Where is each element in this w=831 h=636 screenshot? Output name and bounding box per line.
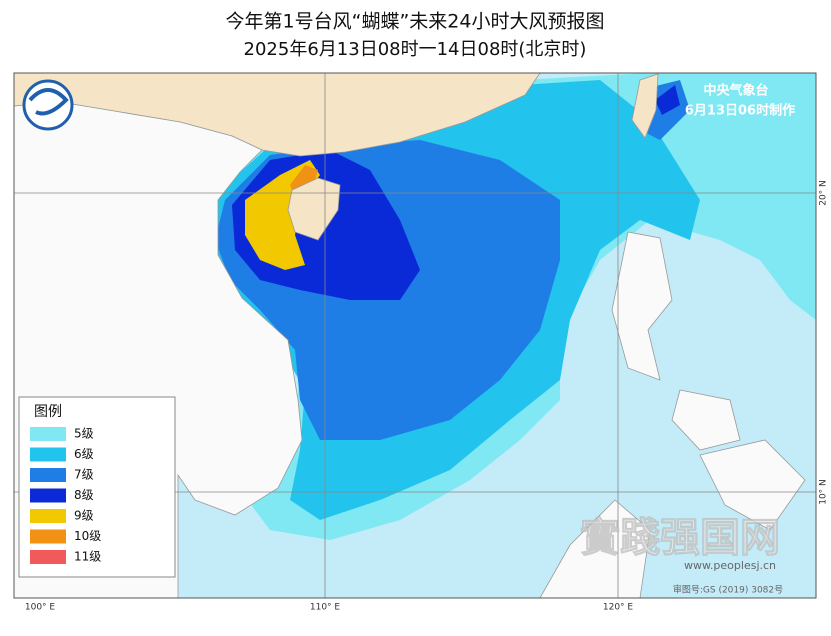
- legend-label: 9级: [74, 509, 94, 523]
- legend-label: 11级: [74, 550, 101, 564]
- legend-title: 图例: [34, 404, 62, 420]
- subtitle: 2025年6月13日08时一14日08时(北京时): [244, 39, 587, 60]
- land-mindanao: [699, 439, 806, 531]
- agency-name: 中央气象台: [703, 83, 768, 99]
- issue-time: 6月13日06时制作: [685, 103, 795, 119]
- map-credit: 审图号:GS (2019) 3082号: [673, 584, 783, 596]
- legend-label: 8级: [74, 488, 94, 502]
- wind-zone: [655, 85, 680, 115]
- land-hainan: [287, 177, 341, 241]
- legend-label: 6级: [74, 447, 94, 461]
- land-taiwan: [631, 73, 659, 139]
- lat-label: 20° N: [819, 180, 829, 206]
- logo-swirl: [28, 88, 69, 116]
- land-visayas: [671, 389, 741, 451]
- lon-label: 120° E: [603, 603, 634, 613]
- legend-swatch: [30, 447, 66, 462]
- legend-label: 5级: [74, 427, 94, 441]
- lat-label: 10° N: [819, 479, 829, 505]
- watermark-url: www.peoplesj.cn: [684, 559, 776, 572]
- lon-label: 110° E: [310, 603, 341, 613]
- watermark: 實踐强国网: [580, 515, 780, 561]
- legend-swatch: [30, 509, 66, 523]
- title: 今年第1号台风“蝴蝶”未来24小时大风预报图: [226, 11, 605, 33]
- legend-swatch: [30, 550, 66, 564]
- map-frame: [13, 72, 817, 599]
- map: 中央气象台 6月13日06时制作 實踐强国网 www.peoplesj.cn 审…: [14, 73, 816, 598]
- legend-swatch: [30, 427, 66, 441]
- lon-label: 100° E: [25, 603, 56, 613]
- legend: 图例 5级 6级 7级 8级 9级 10级 11级: [18, 396, 176, 578]
- land-borneo: [539, 499, 651, 598]
- legend-swatch: [30, 488, 66, 503]
- legend-swatch: [30, 529, 66, 544]
- legend-swatch: [30, 468, 66, 482]
- land-luzon: [611, 231, 673, 381]
- legend-label: 10级: [74, 529, 101, 543]
- legend-label: 7级: [74, 468, 94, 482]
